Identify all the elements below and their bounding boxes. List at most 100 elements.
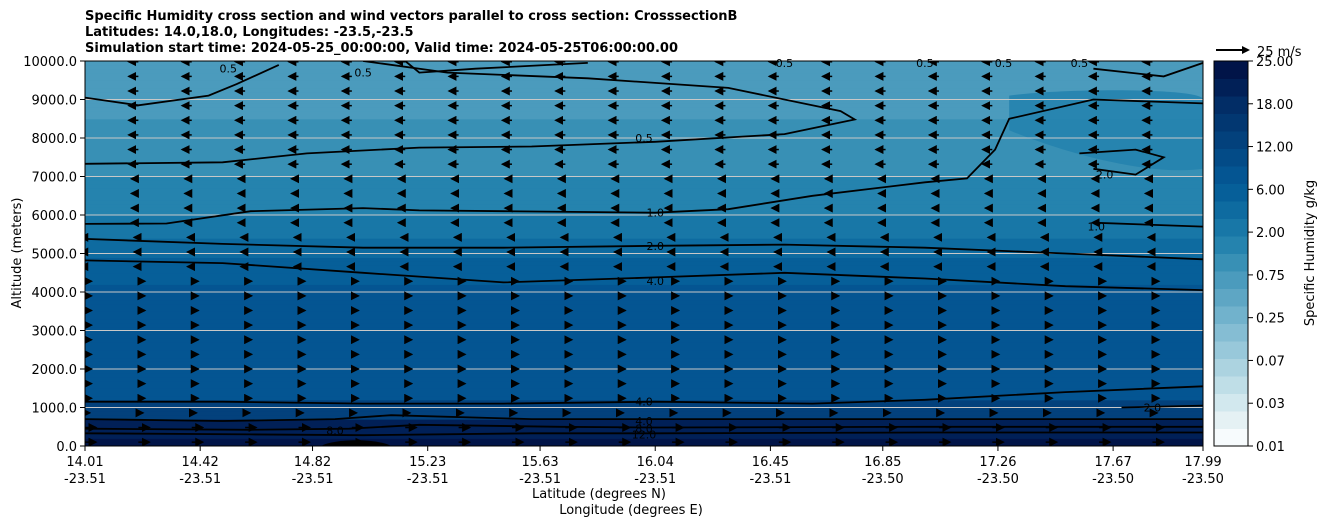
- humidity-band: [85, 95, 1203, 101]
- contour-line: [85, 423, 1203, 431]
- contour-label: 0.5: [1071, 57, 1089, 70]
- humidity-band: [85, 68, 1203, 74]
- chart-title-line-1: Specific Humidity cross section and wind…: [85, 9, 738, 24]
- humidity-band: [85, 122, 1203, 128]
- humidity-band: [85, 191, 1203, 197]
- x-tick-label-lat: 16.45: [752, 455, 789, 470]
- colorbar-segment: [1214, 393, 1248, 412]
- contour-label: 2.0: [1096, 169, 1114, 182]
- humidity-band: [85, 172, 1203, 178]
- grid-lines: [85, 99, 1203, 408]
- colorbar-segment: [1214, 148, 1248, 167]
- humidity-band: [85, 311, 1203, 316]
- humidity-band: [85, 284, 1203, 289]
- humidity-band: [85, 99, 1203, 104]
- humidity-field: [85, 61, 1203, 446]
- contour-line: [85, 431, 1203, 437]
- colorbar: 0.01 0.03 0.07 0.25 0.75 2.00 6.00 12.00 18.00 25…: [1213, 55, 1293, 455]
- humidity-band: [85, 184, 1203, 189]
- contour-label: 0.5: [635, 132, 653, 145]
- humidity-band: [85, 76, 1203, 81]
- x-tick-label-lat: 17.26: [979, 455, 1016, 470]
- humidity-band: [85, 388, 1203, 393]
- humidity-band: [85, 380, 1203, 385]
- x-tick-label-lon: -23.51: [292, 472, 334, 487]
- humidity-band: [85, 238, 1203, 243]
- y-tick-label: 3000.0: [32, 325, 78, 340]
- humidity-band: [85, 442, 1203, 446]
- humidity-band: [85, 376, 1203, 382]
- humidity-band: [85, 295, 1203, 301]
- humidity-band: [85, 161, 1203, 166]
- quiver-key-label: 25 m/s: [1257, 45, 1302, 60]
- colorbar-segment: [1214, 183, 1248, 202]
- wind-vectors: [85, 61, 1165, 446]
- humidity-band: [85, 261, 1203, 266]
- y-tick-label: 9000.0: [32, 94, 78, 109]
- humidity-band: [85, 168, 1203, 174]
- humidity-band: [85, 338, 1203, 343]
- humidity-contours: [85, 61, 1203, 437]
- colorbar-tick-label: 0.75: [1256, 269, 1285, 284]
- colorbar-segment: [1214, 288, 1248, 307]
- contour-label: 0.5: [916, 57, 934, 70]
- humidity-band: [85, 215, 1203, 220]
- contour-label: 0.5: [354, 67, 372, 80]
- humidity-band: [85, 188, 1203, 193]
- colorbar-segment: [1214, 341, 1248, 359]
- humidity-band: [85, 407, 1203, 412]
- colorbar-segment: [1214, 166, 1248, 184]
- chart-title-line-3: Simulation start time: 2024-05-25_00:00:…: [85, 41, 678, 56]
- humidity-band: [85, 315, 1203, 320]
- contour-label: 8.0: [635, 423, 653, 436]
- y-tick-label: 2000.0: [32, 363, 78, 378]
- humidity-band: [85, 384, 1203, 389]
- humidity-band: [85, 288, 1203, 293]
- contour-line: [1079, 148, 1166, 176]
- colorbar-segment: [1214, 131, 1248, 149]
- humidity-band: [85, 222, 1203, 228]
- colorbar-segment: [1214, 78, 1248, 97]
- contour-line: [404, 61, 588, 74]
- humidity-band: [85, 353, 1203, 359]
- humidity-band: [85, 180, 1203, 185]
- contour-line: [85, 64, 280, 107]
- humidity-band: [85, 326, 1203, 332]
- humidity-band: [85, 134, 1203, 139]
- humidity-band: [85, 265, 1203, 270]
- humidity-band: [85, 419, 1203, 424]
- humidity-band: [85, 118, 1203, 124]
- colorbar-segment: [1214, 358, 1248, 377]
- colorbar-tick-label: 2.00: [1256, 226, 1285, 241]
- humidity-band: [85, 230, 1203, 235]
- humidity-band: [85, 342, 1203, 347]
- humidity-band: [85, 145, 1203, 151]
- contour-labels: 0.5 0.5 0.5 0.5 0.5 0.5 0.5 1.0 1.0 2.0 2.0 2.0 4.0 4…: [220, 57, 1162, 442]
- x-tick-label-lat: 14.82: [294, 455, 331, 470]
- x-tick-label-lon: -23.51: [64, 472, 106, 487]
- humidity-band: [85, 307, 1203, 312]
- humidity-band: [85, 107, 1203, 112]
- humidity-band: [85, 61, 1203, 66]
- humidity-band: [85, 195, 1203, 201]
- colorbar-tick-label: 0.01: [1256, 440, 1285, 455]
- contour-label: 12.0: [632, 428, 657, 441]
- y-tick-label: 0.0: [56, 440, 77, 455]
- x-tick-label-lon: -23.51: [179, 472, 221, 487]
- humidity-band: [85, 303, 1203, 308]
- humidity-band: [85, 357, 1203, 362]
- humidity-patch: [1009, 90, 1203, 171]
- colorbar-segment: [1214, 323, 1248, 342]
- humidity-band: [85, 345, 1203, 351]
- colorbar-segment: [1214, 306, 1248, 324]
- x-tick-label-lat: 16.85: [864, 455, 901, 470]
- humidity-band: [85, 111, 1203, 116]
- humidity-band: [85, 369, 1203, 374]
- humidity-band: [85, 207, 1203, 212]
- humidity-band: [85, 91, 1203, 97]
- colorbar-segment: [1214, 61, 1248, 79]
- humidity-band: [85, 72, 1203, 77]
- humidity-band: [85, 226, 1203, 231]
- x-tick-label-lon: -23.51: [749, 472, 791, 487]
